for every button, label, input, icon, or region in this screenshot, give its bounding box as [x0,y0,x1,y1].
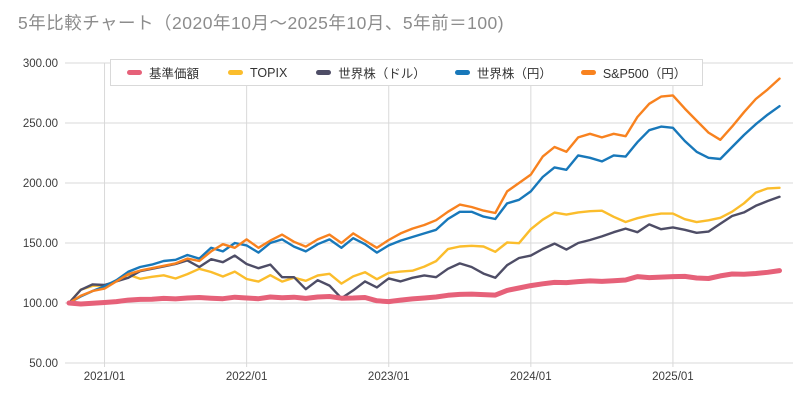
x-axis-tick-label: 2025/01 [652,371,694,383]
chart-title: 5年比較チャート（2020年10月～2025年10月、5年前＝100) [18,13,505,33]
legend-item: TOPIX [228,66,287,80]
series-line-世界株（ドル） [67,195,781,305]
x-axis-tick-label: 2022/01 [226,371,268,383]
series-line-世界株（円） [67,104,781,305]
legend-item: 世界株（円） [454,63,552,82]
legend-label: 世界株（ドル） [338,67,426,81]
legend-item: S&P500（円） [580,63,687,82]
legend-label: 基準価額 [149,67,200,81]
legend-item: 基準価額 [127,63,199,82]
series-line-S&P500（円） [67,77,781,305]
series-line-基準価額 [66,268,782,307]
y-axis-tick-label: 250.00 [23,118,58,130]
legend-label: S&P500（円） [602,67,687,81]
legend-marker-icon [316,70,332,75]
series-line-TOPIX [67,186,781,305]
x-axis-tick-label: 2023/01 [368,371,410,383]
y-axis-tick-label: 50.00 [29,358,58,370]
x-axis-tick-label: 2024/01 [510,371,552,383]
legend-marker-icon [228,70,244,75]
y-axis-tick-label: 200.00 [23,178,58,190]
y-axis-tick-label: 100.00 [23,298,58,310]
x-axis-tick-label: 2021/01 [84,371,126,383]
legend-label: TOPIX [250,65,288,80]
legend-marker-icon [580,70,596,75]
chart-legend: 基準価額 TOPIX 世界株（ドル） 世界株（円） S&P500（円） [110,59,704,86]
legend-item: 世界株（ドル） [316,63,426,82]
y-axis-tick-label: 300.00 [23,58,58,70]
legend-marker-icon [454,70,470,75]
y-axis-tick-label: 150.00 [23,238,58,250]
legend-marker-icon [127,70,142,75]
legend-label: 世界株（円） [476,67,552,81]
